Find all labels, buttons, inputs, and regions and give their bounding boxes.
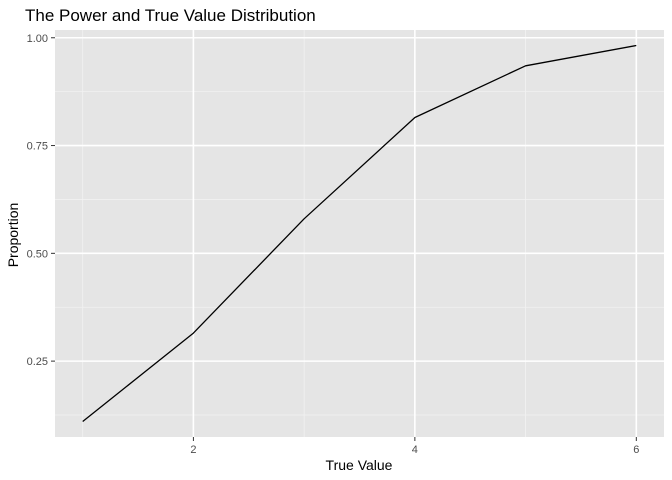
x-axis-title: True Value xyxy=(326,457,393,473)
y-axis: 0.25 0.50 0.75 1.00 xyxy=(27,33,55,368)
y-axis-title: Proportion xyxy=(5,203,21,268)
chart-title: The Power and True Value Distribution xyxy=(25,6,316,25)
x-tick-label: 2 xyxy=(190,444,196,456)
x-tick-label: 6 xyxy=(633,444,639,456)
y-tick-label: 0.50 xyxy=(27,248,48,260)
series-line xyxy=(82,44,637,423)
x-axis: 2 4 6 xyxy=(190,437,639,456)
plot-panel xyxy=(55,30,664,437)
major-gridlines xyxy=(55,30,664,437)
y-tick-label: 1.00 xyxy=(27,33,48,45)
x-tick-label: 4 xyxy=(412,444,418,456)
y-tick-label: 0.75 xyxy=(27,141,48,153)
y-tick-label: 0.25 xyxy=(27,356,48,368)
series-layer xyxy=(82,44,637,423)
minor-gridlines xyxy=(55,30,664,437)
